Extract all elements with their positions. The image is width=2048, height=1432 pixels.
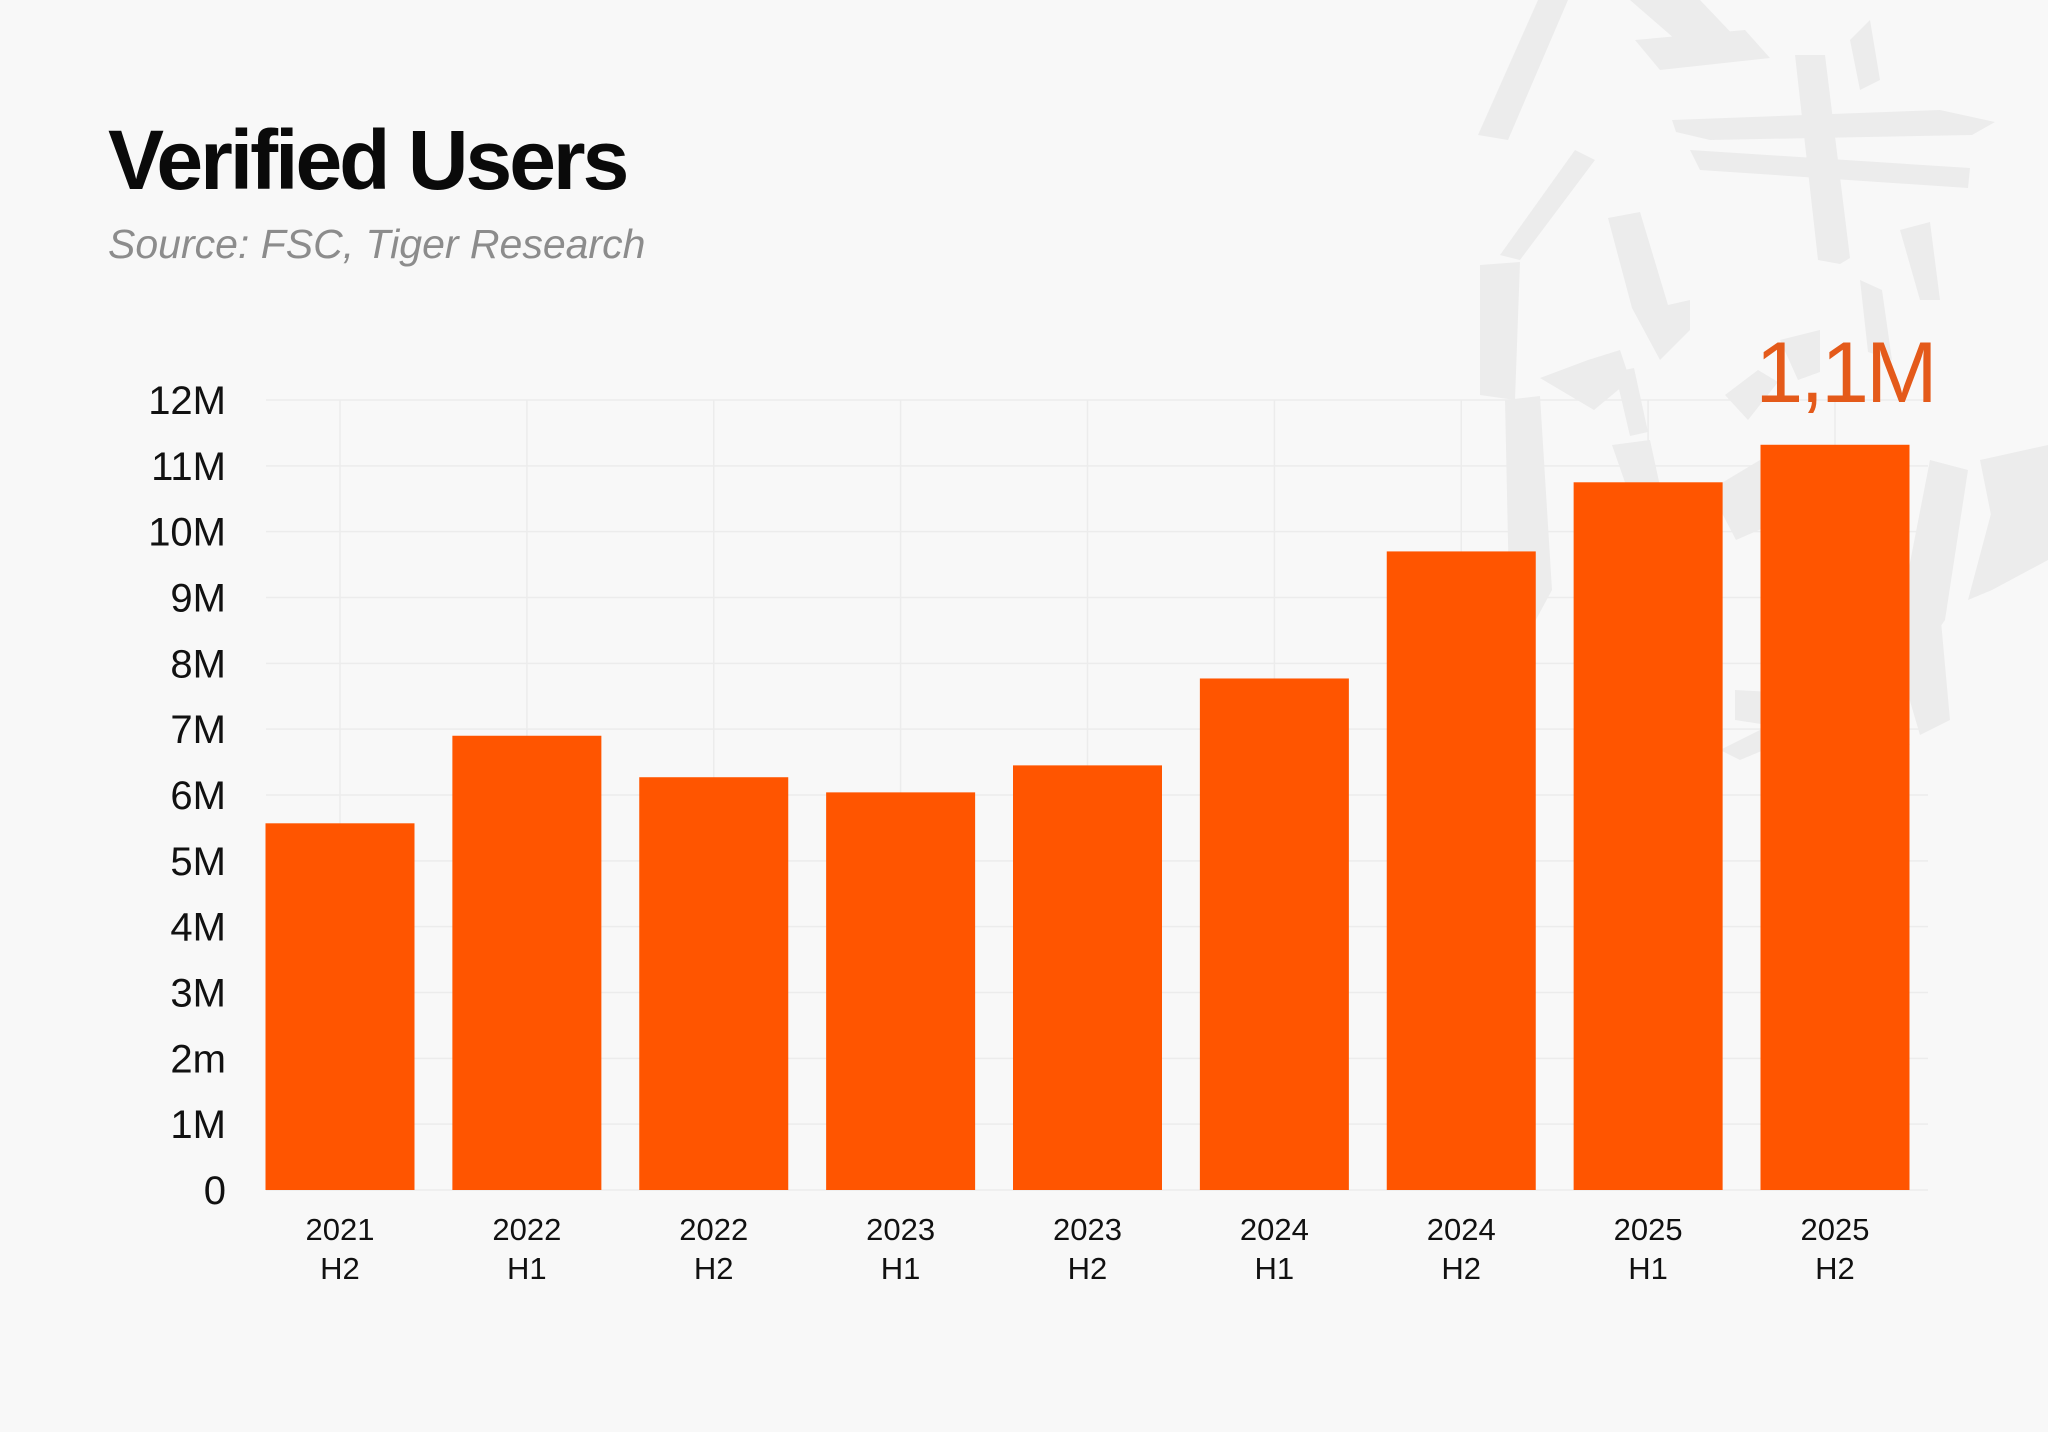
- x-tick-label: 2022 H1: [492, 1212, 561, 1286]
- chart-subtitle: Source: FSC, Tiger Research: [108, 221, 646, 267]
- chart-bars: [265, 444, 1910, 1191]
- x-tick-label: 2024 H2: [1427, 1212, 1496, 1286]
- chart-title: Verified Users: [108, 113, 629, 207]
- bar-2022-h2: [639, 777, 789, 1190]
- y-tick-label: 4M: [170, 906, 226, 950]
- bar-2024-h2: [1386, 551, 1536, 1190]
- y-tick-label: 1M: [170, 1103, 226, 1147]
- y-tick-label: 7M: [170, 708, 226, 752]
- y-tick-label: 2m: [170, 1037, 226, 1081]
- y-tick-label: 6M: [170, 774, 226, 818]
- x-axis-ticks: 2021 H2 2022 H1 2022 H2 2023 H1 2023 H2 2024 H1 2024…: [306, 1212, 1870, 1286]
- y-tick-label: 0: [204, 1169, 226, 1213]
- bar-2021-h2: [265, 823, 415, 1190]
- y-axis-ticks: 0 1M 2m 3M 4M 5M 6M 7M 8M 9M 10M 11M 12M: [148, 379, 226, 1213]
- x-tick-label: 2023 H1: [866, 1212, 935, 1286]
- x-tick-label: 2025 H2: [1801, 1212, 1870, 1286]
- x-tick-label: 2024 H1: [1240, 1212, 1309, 1286]
- x-tick-label: 2023 H2: [1053, 1212, 1122, 1286]
- y-tick-label: 9M: [170, 577, 226, 621]
- chart-annotation: 1,1M: [1755, 325, 1937, 421]
- bar-2025-h1: [1573, 482, 1723, 1191]
- y-tick-label: 5M: [170, 840, 226, 884]
- y-tick-label: 8M: [170, 642, 226, 686]
- y-tick-label: 11M: [151, 445, 226, 489]
- x-tick-label: 2022 H2: [679, 1212, 748, 1286]
- x-tick-label: 2021 H2: [306, 1212, 375, 1286]
- bar-2023-h1: [826, 792, 976, 1190]
- x-tick-label: 2025 H1: [1614, 1212, 1683, 1286]
- bar-2023-h2: [1013, 765, 1162, 1190]
- y-tick-label: 12M: [148, 379, 226, 423]
- y-tick-label: 3M: [170, 972, 226, 1016]
- callout-label: 1,1M: [1755, 325, 1934, 421]
- bar-2022-h1: [452, 735, 602, 1190]
- bar-2025-h2: [1760, 444, 1910, 1190]
- y-tick-label: 10M: [148, 511, 226, 555]
- bar-2024-h1: [1199, 678, 1349, 1190]
